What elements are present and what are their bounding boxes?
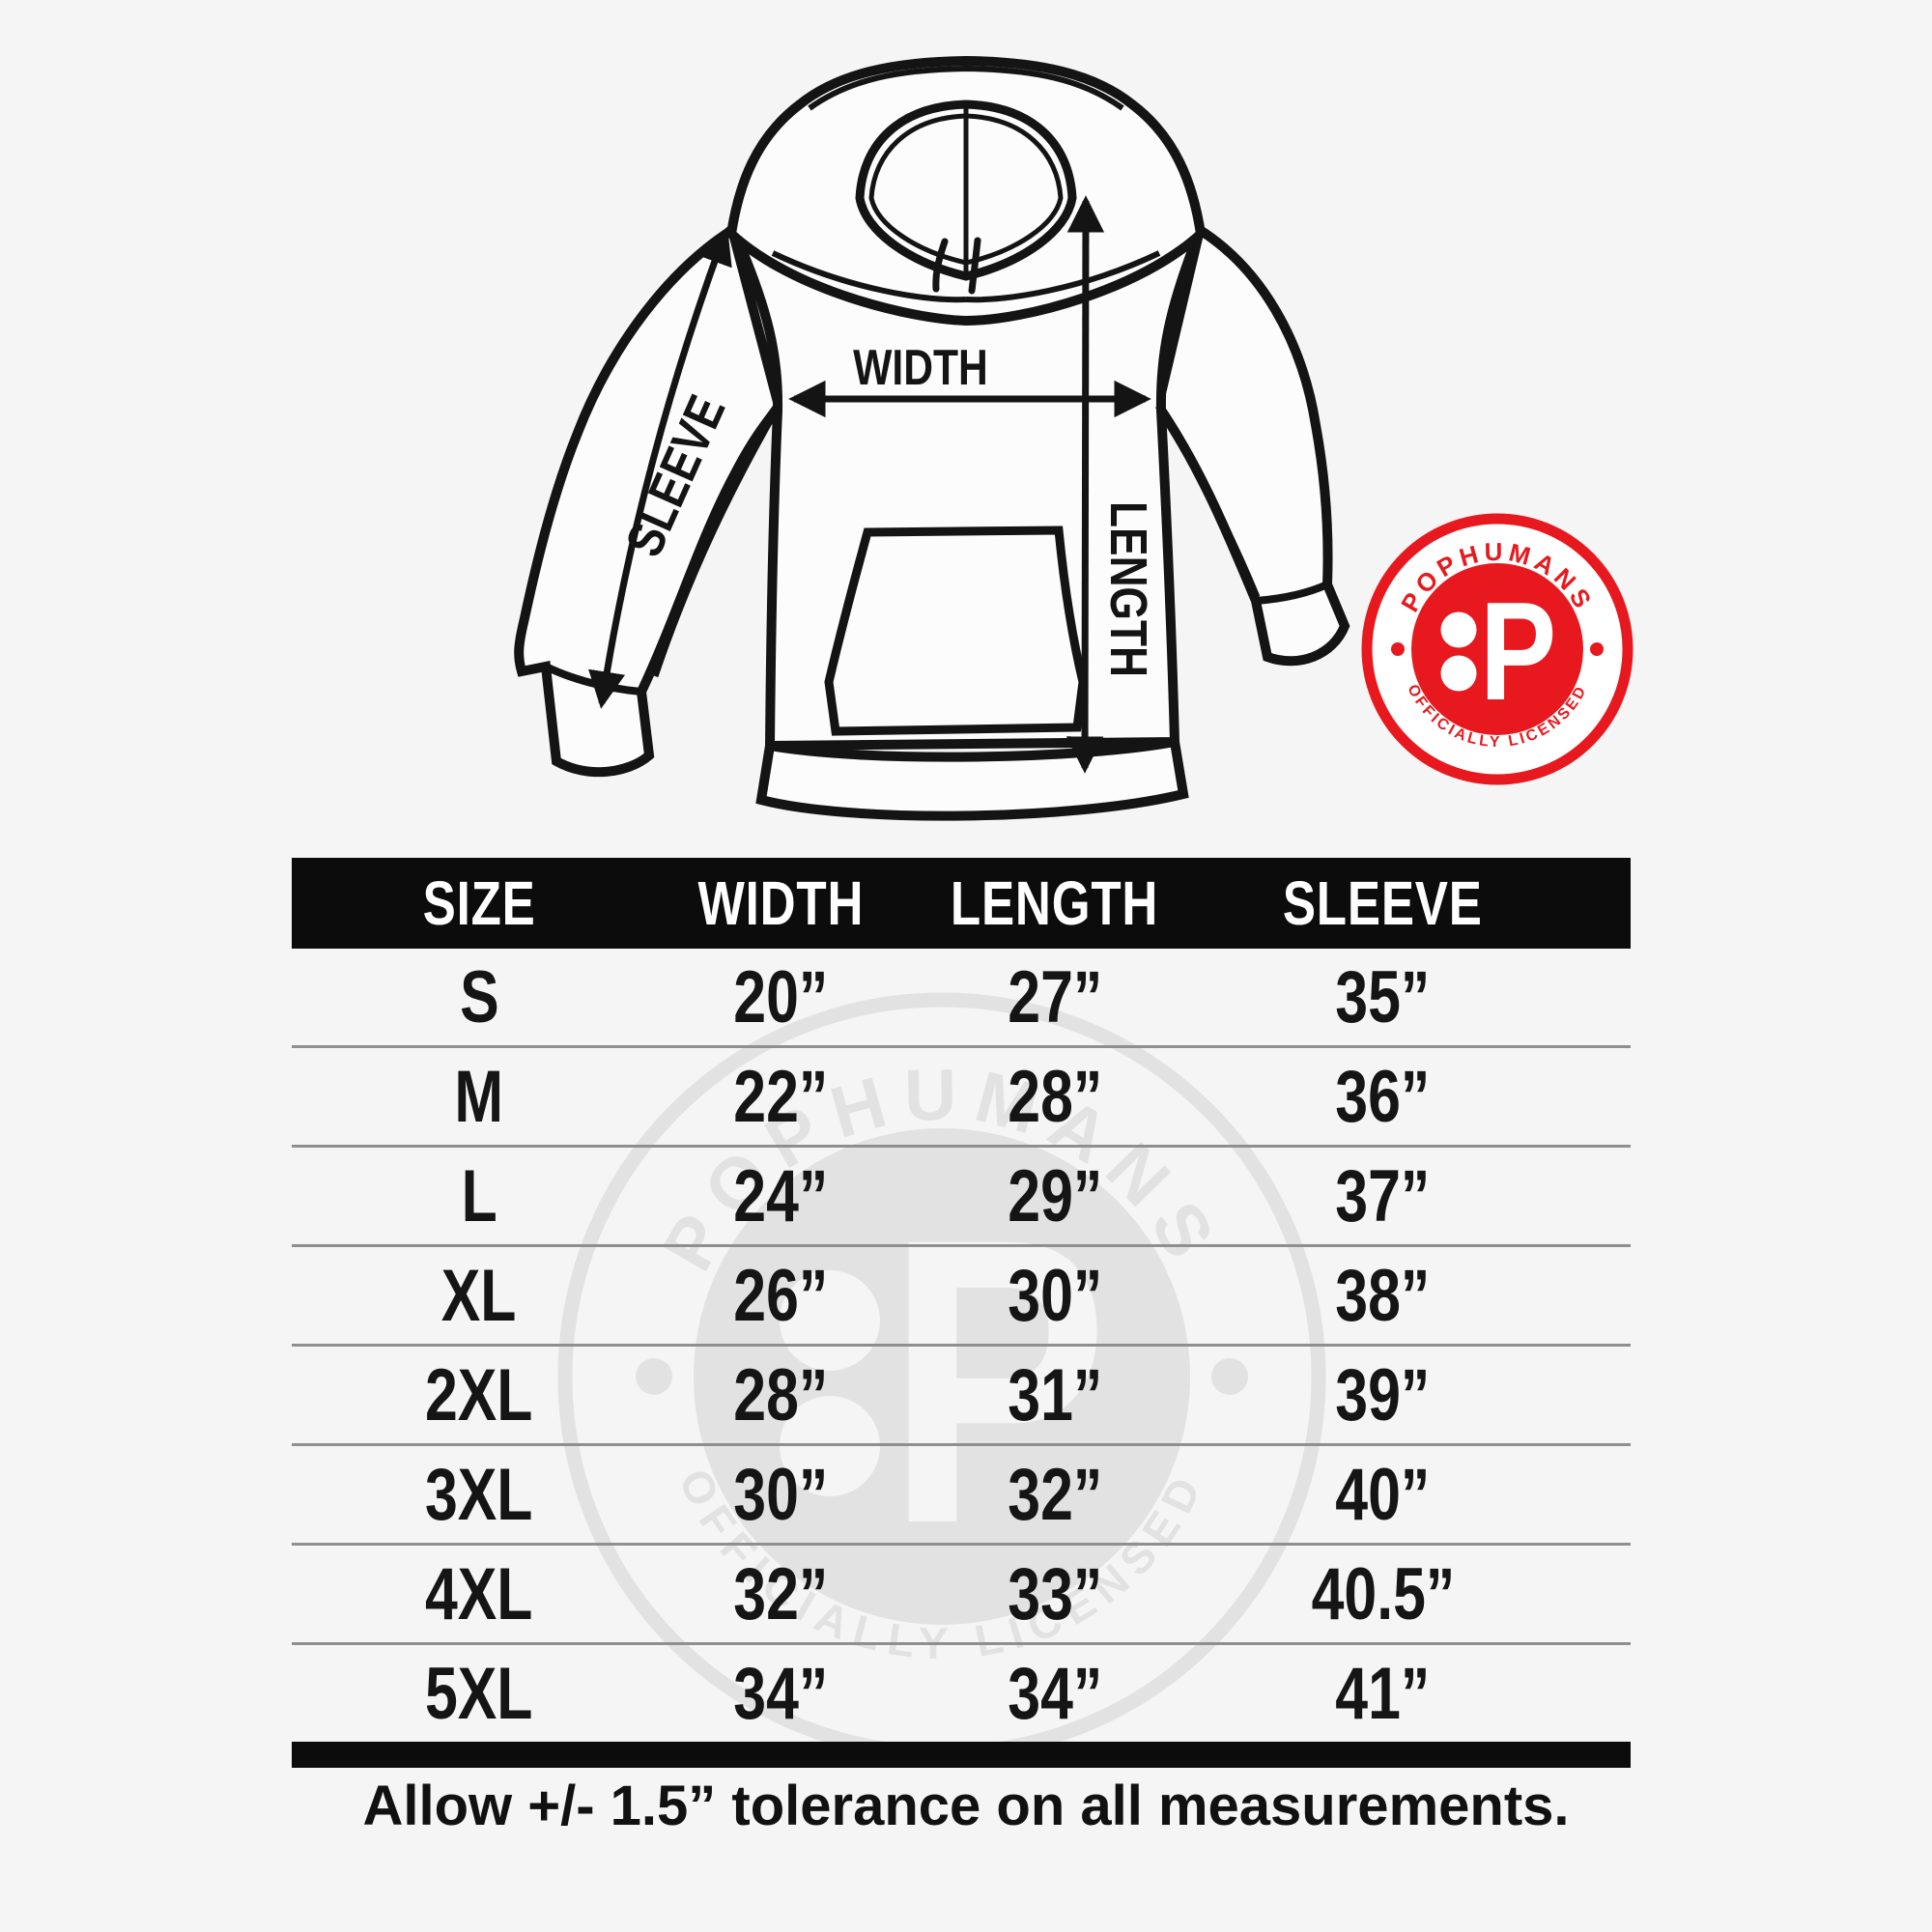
table-row: L 24” 29” 37” xyxy=(292,1145,1631,1244)
width-cell: 30” xyxy=(732,1453,828,1536)
width-cell: 20” xyxy=(732,955,828,1038)
hoodie-hem-band xyxy=(755,736,1189,821)
badge-monogram: P xyxy=(1480,574,1556,730)
badge-inner-circle xyxy=(1411,563,1583,735)
table-row: S 20” 27” 35” xyxy=(292,949,1631,1045)
sleeve-cell: 36” xyxy=(1335,1055,1431,1138)
hoodie-right-sleeve xyxy=(1152,222,1350,667)
header-length: LENGTH xyxy=(951,868,1159,938)
watermark-right-dot xyxy=(1211,1358,1248,1395)
sleeve-cell: 35” xyxy=(1335,955,1431,1038)
right-cuff-line xyxy=(1255,581,1329,605)
width-cell: 28” xyxy=(732,1353,828,1436)
header-size: SIZE xyxy=(422,868,536,938)
badge-left-dot xyxy=(1391,642,1405,656)
hood-opening-inner-rim xyxy=(868,113,1064,266)
length-label: LENGTH xyxy=(1099,501,1157,677)
table-row: 5XL 34” 34” 41” xyxy=(292,1642,1631,1742)
drawstring-left xyxy=(932,238,949,293)
tolerance-note: Allow +/- 1.5” tolerance on all measurem… xyxy=(362,1775,1570,1837)
hoodie-illustration xyxy=(514,55,1350,821)
watermark-inner-circle xyxy=(694,1128,1190,1625)
table-row: M 22” 28” 36” xyxy=(292,1045,1631,1145)
width-cell: 34” xyxy=(732,1652,828,1735)
size-cell: 4XL xyxy=(425,1552,533,1635)
sleeve-cell: 38” xyxy=(1335,1254,1431,1337)
width-cell: 32” xyxy=(732,1552,828,1635)
watermark-colon-dot-bottom xyxy=(780,1396,880,1496)
table-row: 3XL 30” 32” 40” xyxy=(292,1443,1631,1543)
table-bottom-bar xyxy=(292,1742,1631,1768)
badge-colon-dot-bottom xyxy=(1440,655,1477,692)
size-cell: XL xyxy=(441,1254,517,1337)
collar-fold-left xyxy=(771,250,967,303)
sleeve-cell: 40.5” xyxy=(1311,1552,1455,1635)
hood-top-rim xyxy=(808,65,1124,111)
width-label: WIDTH xyxy=(853,340,988,396)
badge-colon-dot-top xyxy=(1440,611,1477,648)
length-cell: 31” xyxy=(1007,1353,1103,1436)
sleeve-cell: 39” xyxy=(1335,1353,1431,1436)
table-row: XL 26” 30” 38” xyxy=(292,1244,1631,1344)
brand-badge: POPHUMANS OFFICIALLY LICENSED P xyxy=(1361,513,1634,785)
sleeve-arrow xyxy=(588,226,732,709)
collar-fold-right xyxy=(965,250,1161,303)
hoodie-pocket xyxy=(824,526,1088,736)
size-cell: 3XL xyxy=(425,1453,533,1536)
sleeve-cell: 41” xyxy=(1335,1652,1431,1735)
badge-right-dot xyxy=(1590,642,1604,656)
width-cell: 26” xyxy=(732,1254,828,1337)
watermark-left-dot xyxy=(636,1358,672,1395)
sleeve-cell: 40” xyxy=(1335,1453,1431,1536)
watermark-monogram: P xyxy=(887,1155,1109,1608)
length-cell: 28” xyxy=(1007,1055,1103,1138)
size-cell: L xyxy=(461,1154,497,1237)
width-cell: 24” xyxy=(732,1154,828,1237)
length-cell: 27” xyxy=(1007,955,1103,1038)
length-cell: 33” xyxy=(1007,1552,1103,1635)
drawstring-right xyxy=(968,237,981,295)
length-cell: 30” xyxy=(1007,1254,1103,1337)
length-cell: 32” xyxy=(1007,1453,1103,1536)
sleeve-cell: 37” xyxy=(1335,1154,1431,1237)
size-table-header: SIZE WIDTH LENGTH SLEEVE xyxy=(292,858,1631,949)
header-sleeve: SLEEVE xyxy=(1283,868,1483,938)
width-cell: 22” xyxy=(732,1055,828,1138)
length-cell: 34” xyxy=(1007,1652,1103,1735)
table-row: 2XL 28” 31” 39” xyxy=(292,1344,1631,1443)
size-cell: 5XL xyxy=(425,1652,533,1735)
length-arrow xyxy=(1065,195,1105,774)
size-table: SIZE WIDTH LENGTH SLEEVE S 20” 27” 35” M 22” 2… xyxy=(292,858,1631,1768)
size-cell: 2XL xyxy=(425,1353,533,1436)
right-underarm-seam xyxy=(1155,404,1261,599)
header-width: WIDTH xyxy=(696,868,864,938)
size-cell: S xyxy=(459,955,499,1038)
size-cell: M xyxy=(454,1055,504,1138)
length-cell: 29” xyxy=(1007,1154,1103,1237)
table-rows: S 20” 27” 35” M 22” 28” 36” L 24” 29” 37” XL 26” 30” 38… xyxy=(292,949,1631,1742)
table-row: 4XL 32” 33” 40.5” xyxy=(292,1543,1631,1642)
